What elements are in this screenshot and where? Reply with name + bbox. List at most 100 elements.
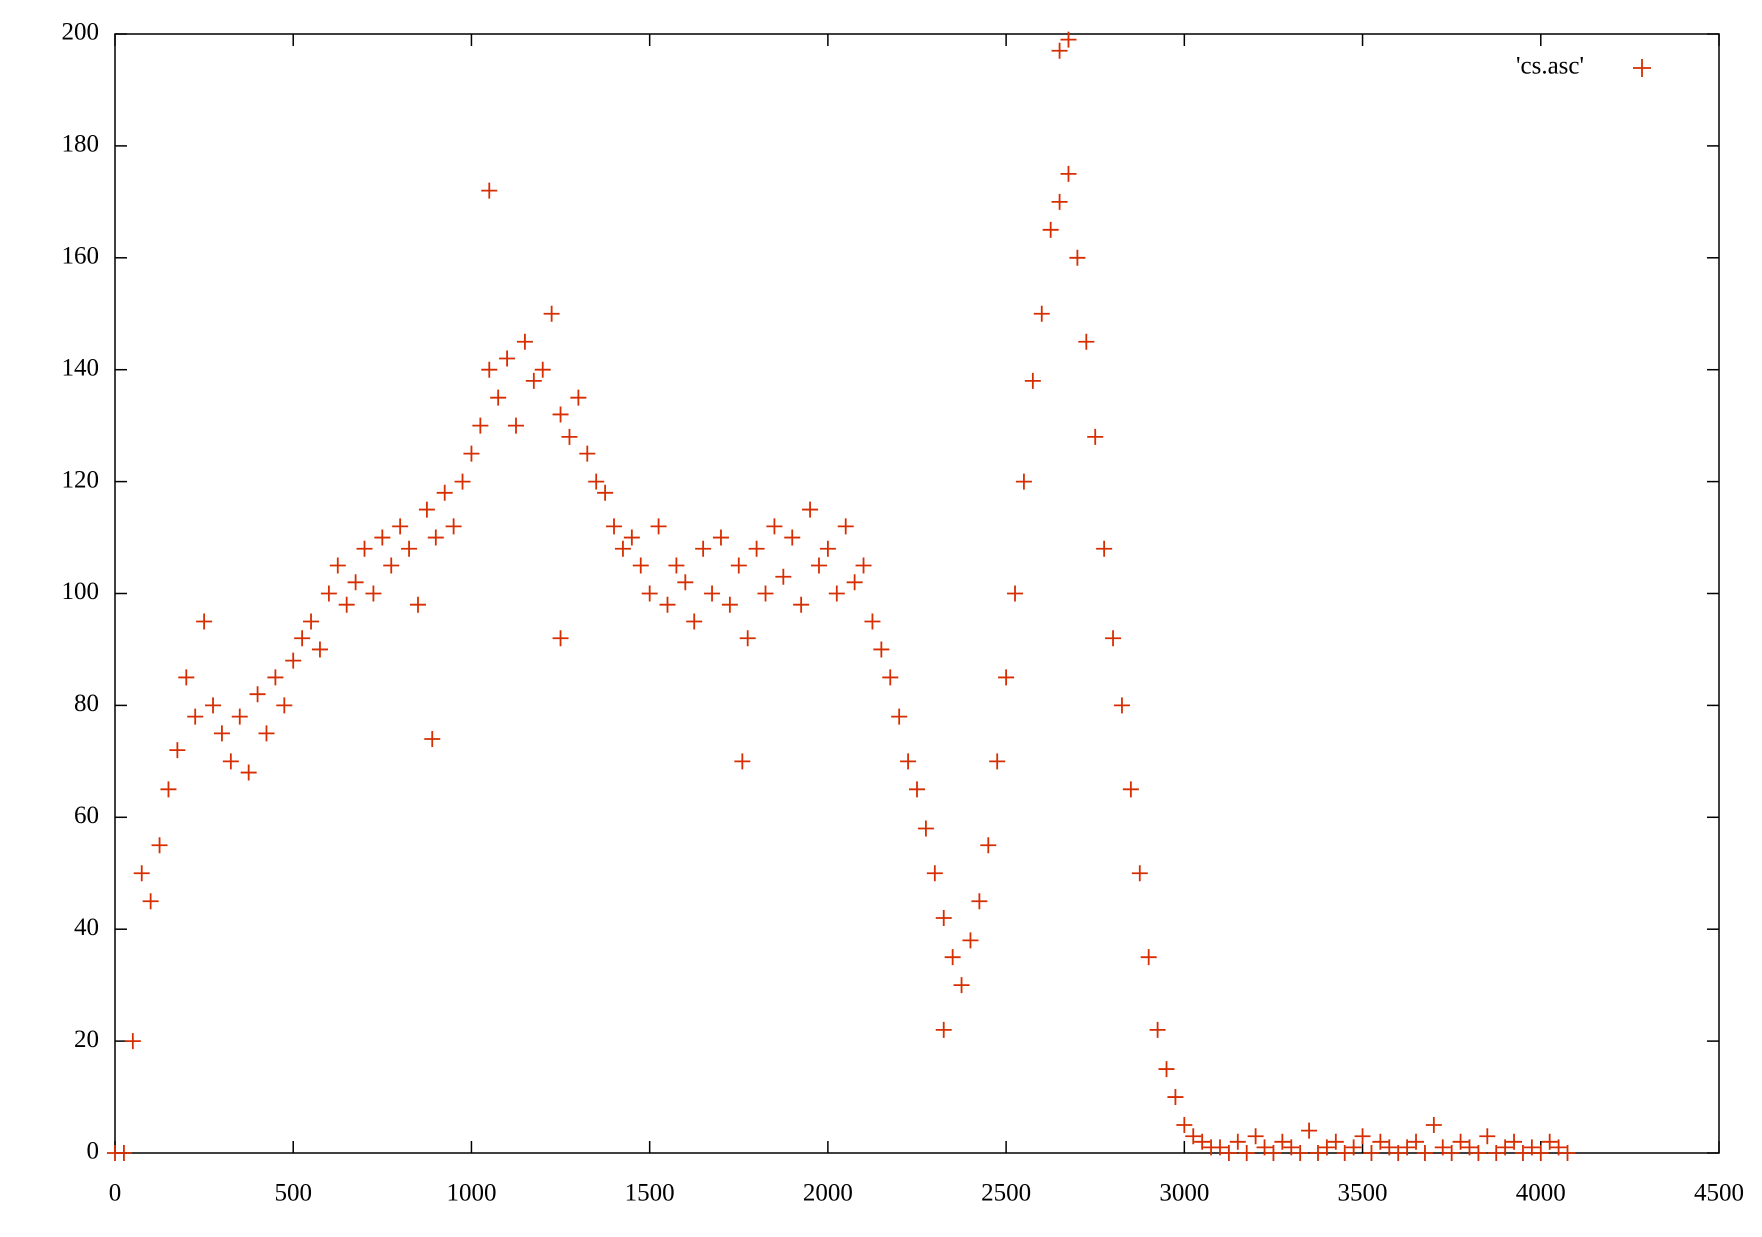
point: [1096, 540, 1113, 557]
y-tick-label: 40: [74, 914, 99, 941]
point: [1024, 372, 1041, 389]
point: [1078, 333, 1095, 350]
point: [1265, 1145, 1282, 1161]
point: [704, 585, 721, 602]
point: [1425, 1117, 1442, 1134]
point: [1274, 1133, 1291, 1150]
point: [846, 574, 863, 591]
legend-marker: [1633, 59, 1651, 77]
x-tick-label: 2000: [803, 1180, 853, 1207]
point: [597, 484, 614, 501]
point: [570, 389, 587, 406]
point: [989, 753, 1006, 770]
point: [757, 585, 774, 602]
point: [231, 708, 248, 725]
point: [285, 652, 302, 669]
point: [205, 697, 222, 714]
point: [828, 585, 845, 602]
point: [338, 596, 355, 613]
point: [837, 518, 854, 535]
point: [739, 630, 756, 647]
point: [1140, 949, 1157, 966]
point: [721, 596, 738, 613]
point: [401, 540, 418, 557]
point: [525, 372, 542, 389]
point: [213, 725, 230, 742]
point: [1452, 1133, 1469, 1150]
point: [142, 893, 159, 910]
point: [311, 641, 328, 658]
point: [579, 445, 596, 462]
point: [793, 596, 810, 613]
point: [1416, 1145, 1433, 1161]
point: [1506, 1133, 1523, 1150]
point: [944, 949, 961, 966]
point: [766, 518, 783, 535]
point: [463, 445, 480, 462]
point: [1488, 1145, 1505, 1161]
point: [909, 781, 925, 798]
point: [650, 518, 667, 535]
point: [926, 865, 943, 882]
point: [552, 406, 569, 423]
point: [1283, 1139, 1300, 1156]
point: [1363, 1145, 1380, 1161]
point: [1131, 865, 1148, 882]
x-tick-label: 3000: [1159, 1180, 1209, 1207]
point: [424, 730, 441, 747]
point: [240, 764, 257, 781]
point: [802, 501, 819, 518]
point: [151, 837, 168, 854]
y-tick-label: 200: [62, 19, 100, 46]
point: [1015, 473, 1032, 490]
point: [1461, 1139, 1478, 1156]
point: [472, 417, 489, 434]
point: [1167, 1089, 1184, 1106]
point: [810, 557, 827, 574]
point: [734, 753, 751, 770]
point: [1345, 1139, 1362, 1156]
x-tick-label: 4500: [1694, 1180, 1744, 1207]
point: [1238, 1145, 1255, 1161]
point: [730, 557, 747, 574]
x-tick-label: 0: [109, 1180, 122, 1207]
point: [1149, 1021, 1166, 1038]
point: [1007, 585, 1024, 602]
y-tick-label: 140: [62, 354, 100, 381]
point: [1381, 1139, 1398, 1156]
point: [1060, 31, 1077, 48]
point: [454, 473, 471, 490]
point: [1292, 1145, 1309, 1161]
point: [1033, 305, 1050, 322]
point: [1176, 1117, 1193, 1134]
point: [686, 613, 703, 630]
point: [1087, 428, 1104, 445]
point: [935, 1021, 952, 1038]
point: [606, 518, 623, 535]
point: [712, 529, 729, 546]
point: [784, 529, 801, 546]
point: [481, 361, 498, 378]
point: [1497, 1139, 1514, 1156]
point: [356, 540, 373, 557]
point: [962, 932, 979, 949]
point: [953, 977, 970, 994]
point: [1354, 1128, 1371, 1145]
x-tick-label: 4000: [1516, 1180, 1566, 1207]
y-tick-label: 100: [62, 578, 100, 605]
point: [1229, 1133, 1246, 1150]
point: [1185, 1128, 1202, 1145]
point: [303, 613, 320, 630]
point: [543, 305, 560, 322]
point: [178, 669, 195, 686]
point: [347, 574, 364, 591]
point: [1434, 1139, 1451, 1156]
point: [1372, 1133, 1389, 1150]
point: [418, 501, 435, 518]
plot-border: [114, 33, 1720, 1154]
y-tick-label: 0: [87, 1138, 100, 1165]
point: [427, 529, 444, 546]
point: [935, 910, 952, 927]
